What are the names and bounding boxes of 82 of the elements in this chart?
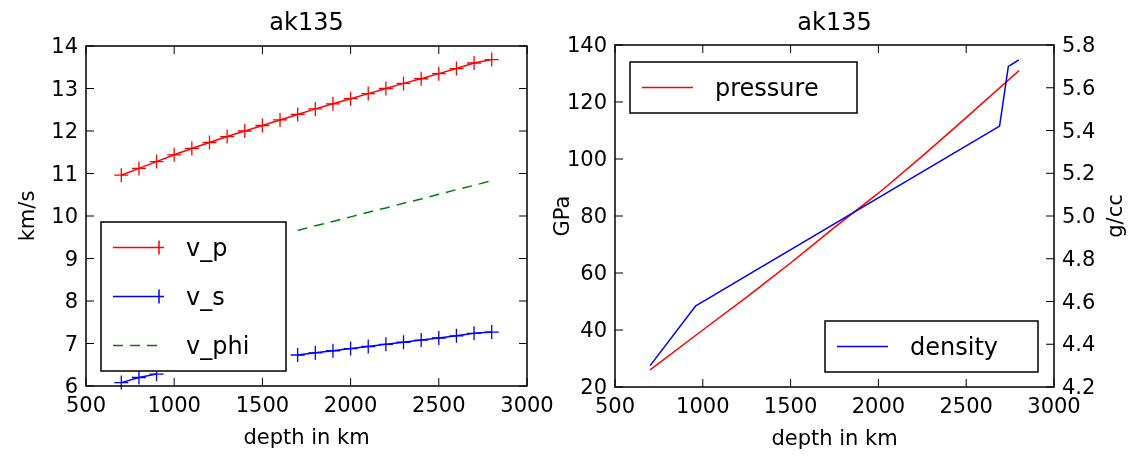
point: [448, 60, 465, 77]
y2-tick-label: 4.6: [1062, 289, 1096, 314]
y-tick-label: 7: [64, 331, 78, 356]
y2-axis-title: g/cc: [1103, 194, 1127, 238]
point: [290, 347, 306, 363]
y2-tick-label: 5.6: [1062, 75, 1096, 100]
point: [395, 334, 412, 350]
point: [484, 324, 500, 340]
point: [272, 112, 288, 128]
point: [342, 340, 359, 357]
x-tick-label: 1500: [235, 393, 290, 417]
y-tick-label: 100: [566, 147, 607, 171]
legend-label: pressure: [715, 73, 819, 102]
x-axis-title: depth in km: [771, 426, 898, 450]
legend-label: v_phi: [186, 331, 250, 360]
chart-title: ak135: [797, 8, 872, 36]
y-tick-label: 60: [580, 261, 607, 285]
y-tick-label: 9: [64, 246, 78, 271]
chart-title: ak135: [269, 8, 344, 36]
x-tick-label: 3000: [1027, 394, 1081, 418]
x-tick-label: 1500: [763, 394, 818, 418]
y-tick-label: 40: [580, 318, 607, 342]
y-tick-label: 8: [64, 289, 78, 313]
point: [448, 328, 465, 344]
point: [395, 75, 412, 92]
x-tick-label: 1000: [147, 393, 201, 417]
y-axis-title: GPa: [550, 195, 574, 237]
x-tick-label: 2500: [939, 394, 993, 418]
y-tick-label: 12: [51, 119, 78, 143]
y2-tick-label: 5.8: [1062, 33, 1096, 57]
y-tick-label: 140: [566, 33, 607, 57]
y2-tick-label: 4.4: [1062, 332, 1096, 357]
point: [378, 336, 394, 352]
y2-tick-label: 5.0: [1062, 204, 1096, 228]
point: [431, 330, 447, 346]
point: [307, 101, 323, 117]
point: [290, 106, 306, 123]
point: [184, 140, 200, 157]
x-tick-label: 500: [65, 393, 107, 417]
point: [360, 338, 376, 355]
point: [131, 369, 147, 386]
point: [413, 332, 429, 348]
point: [378, 80, 394, 97]
x-tick-label: 500: [594, 394, 636, 418]
point: [484, 51, 500, 68]
point: [113, 167, 129, 183]
point: [254, 117, 271, 134]
x-tick-label: 2000: [323, 393, 378, 417]
y-tick-label: 80: [580, 204, 607, 228]
y-tick-label: 11: [51, 161, 78, 186]
point: [413, 71, 429, 87]
y-tick-label: 13: [51, 76, 78, 101]
legend-label: v_p: [186, 233, 228, 262]
x-tick-label: 3000: [500, 393, 554, 417]
point: [325, 343, 341, 359]
legend-label: density: [910, 332, 998, 361]
point: [431, 65, 447, 82]
x-tick-label: 1000: [676, 394, 730, 418]
x-tick-label: 2500: [412, 393, 466, 417]
x-axis-title: depth in km: [243, 425, 370, 449]
y2-tick-label: 4.8: [1062, 246, 1096, 271]
y-tick-label: 10: [51, 204, 78, 228]
y-tick-label: 14: [51, 34, 78, 58]
point: [131, 160, 147, 177]
y2-tick-label: 5.2: [1062, 161, 1096, 186]
point: [148, 153, 165, 170]
point: [113, 374, 129, 391]
y-axis-title: km/s: [15, 190, 39, 242]
point: [466, 325, 482, 341]
point: [466, 55, 482, 71]
point: [342, 91, 359, 107]
y-tick-label: 120: [566, 90, 607, 114]
point: [307, 345, 323, 361]
point: [237, 123, 253, 139]
point: [325, 96, 341, 112]
x-tick-label: 2000: [851, 394, 906, 418]
y2-tick-label: 5.4: [1062, 118, 1096, 143]
point: [201, 134, 218, 151]
point: [219, 128, 235, 145]
point: [360, 85, 376, 102]
legend-label: v_s: [186, 282, 225, 311]
point: [166, 147, 182, 163]
